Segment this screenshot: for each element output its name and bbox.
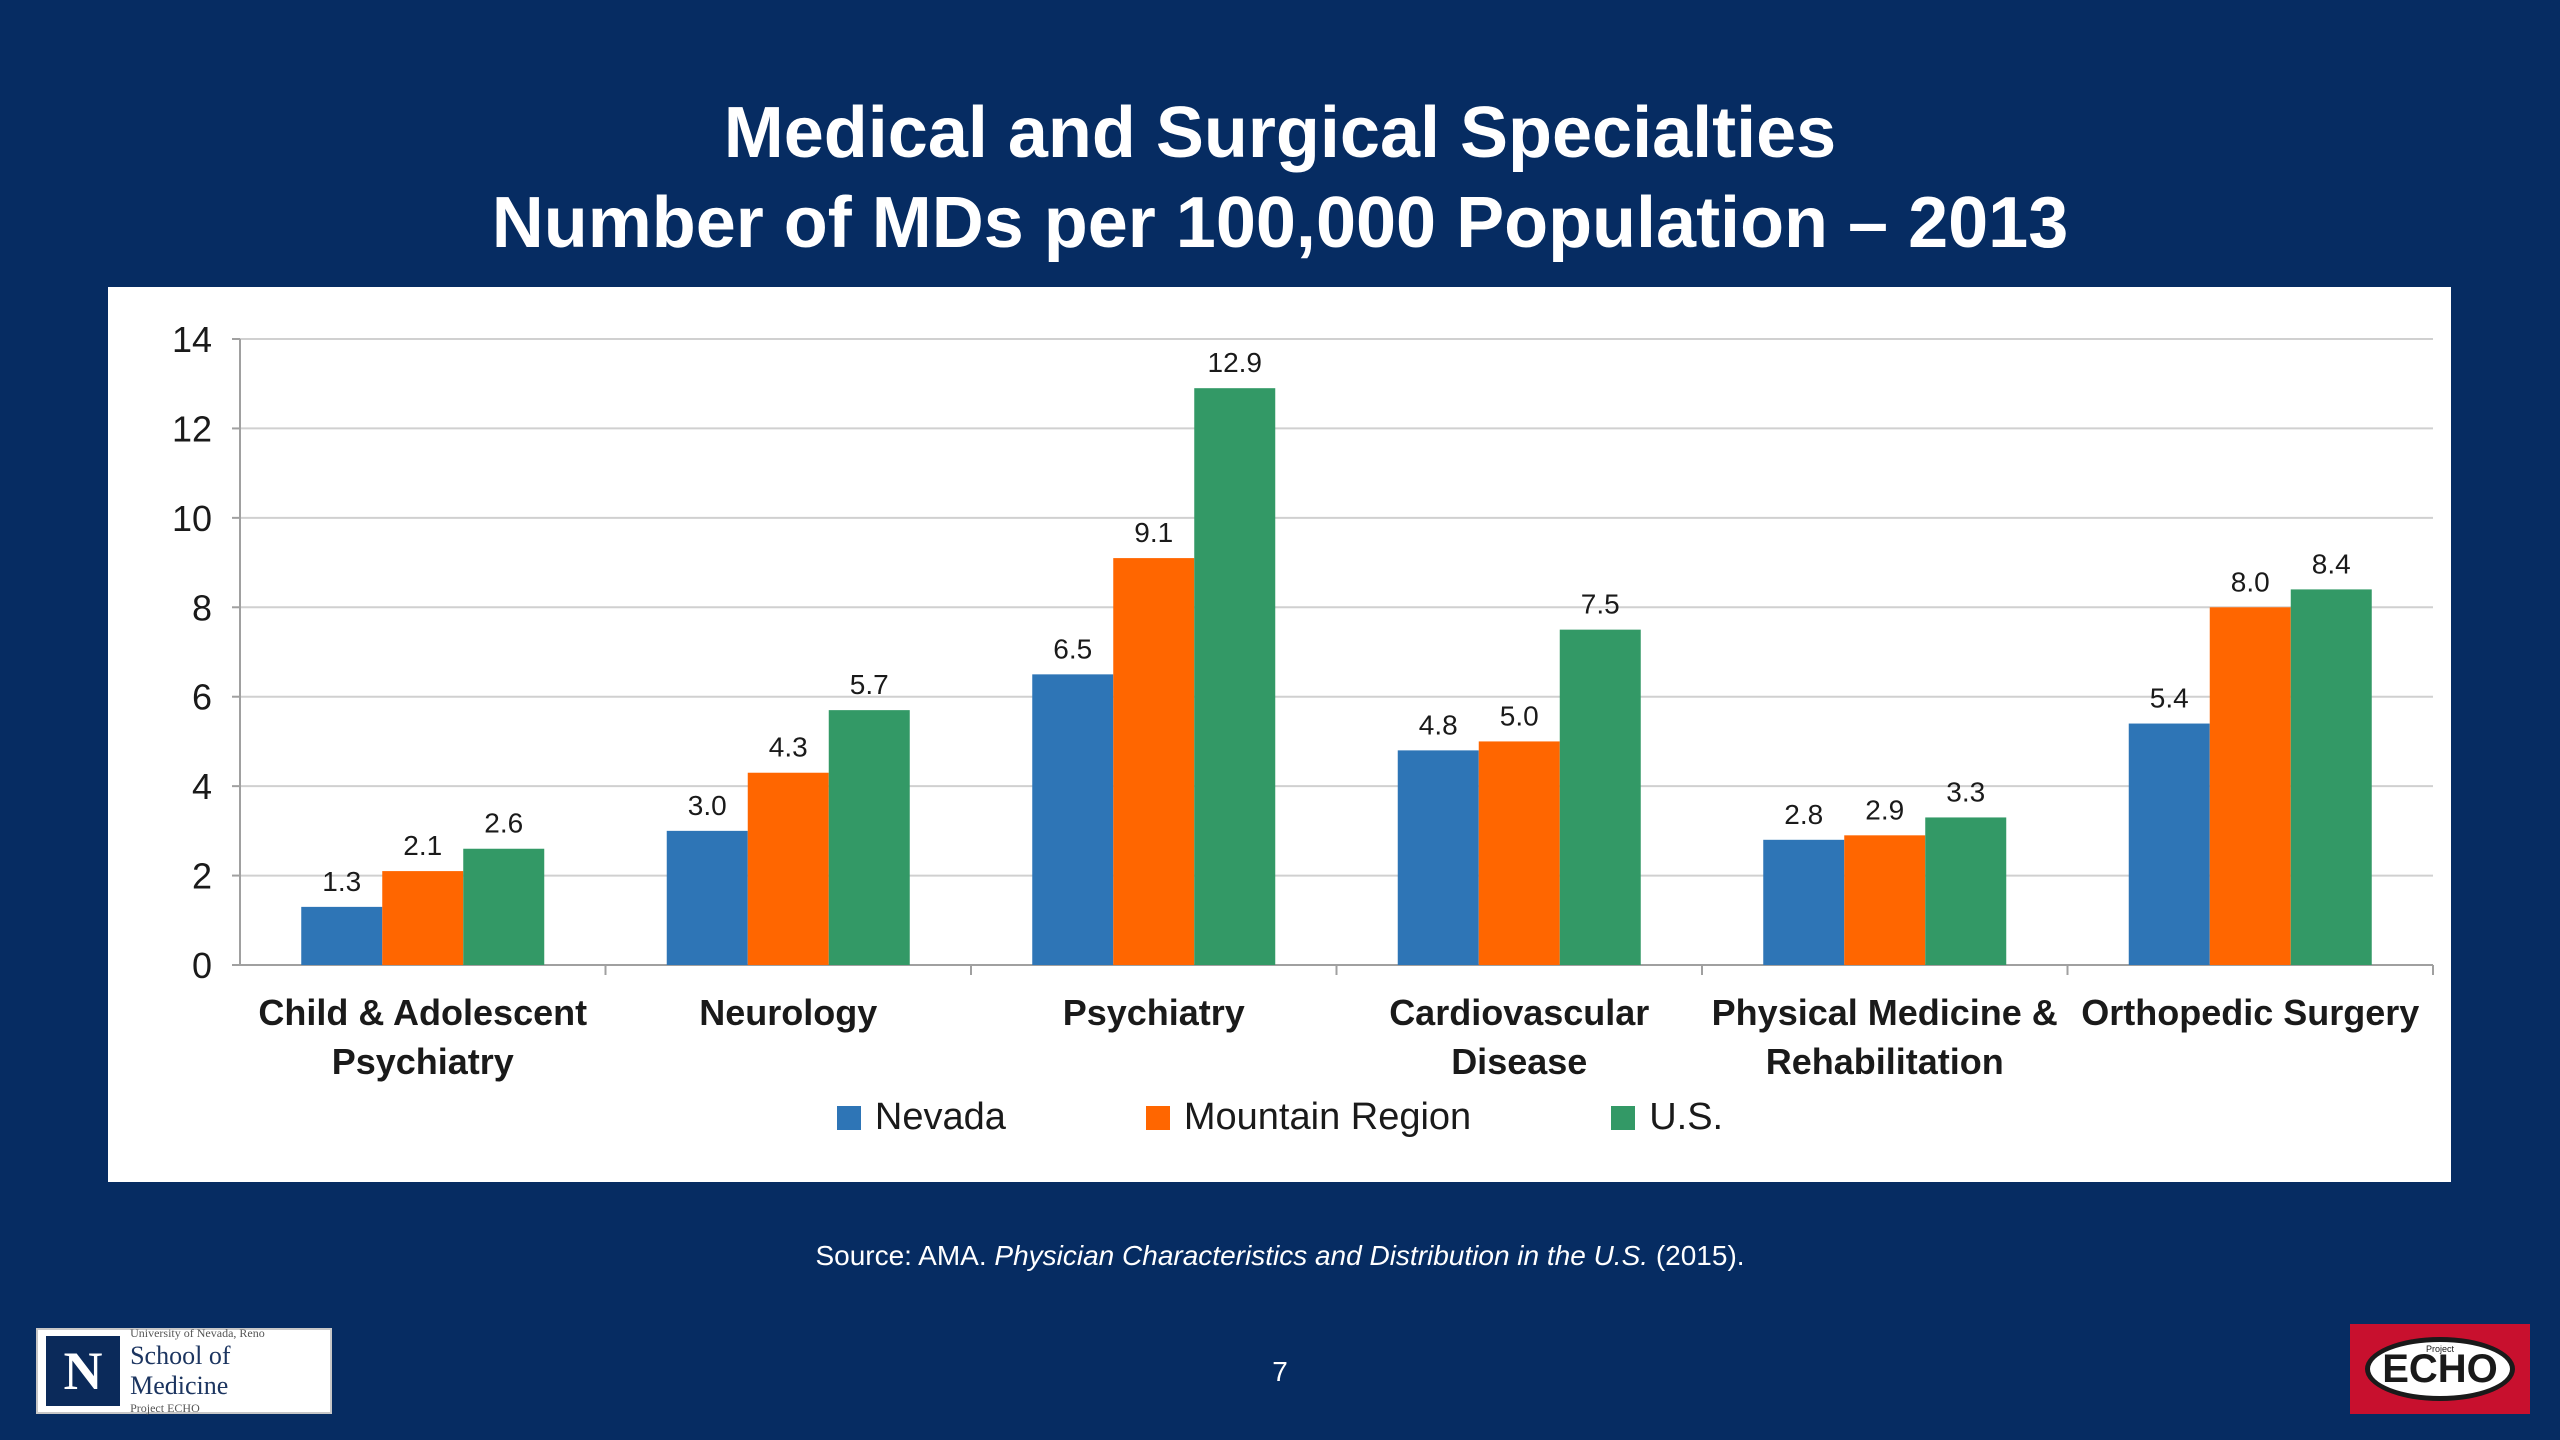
data-label-1-2: 9.1 — [1134, 517, 1173, 548]
data-label-0-1: 3.0 — [688, 790, 727, 821]
category-label-3-0: Cardiovascular — [1389, 992, 1649, 1033]
data-label-2-3: 7.5 — [1581, 589, 1620, 620]
data-label-1-0: 2.1 — [403, 830, 442, 861]
bar-nevada-3 — [1397, 750, 1479, 965]
data-label-0-3: 4.8 — [1419, 709, 1458, 740]
y-tick-label-4: 4 — [192, 766, 212, 807]
bar-u-s--2 — [1194, 388, 1276, 965]
data-label-0-5: 5.4 — [2150, 683, 2189, 714]
bar-mountain-region-2 — [1113, 558, 1195, 965]
data-label-2-4: 3.3 — [1946, 776, 1985, 807]
bar-nevada-5 — [2128, 723, 2210, 965]
legend-swatch-0 — [836, 1105, 861, 1130]
bar-mountain-region-4 — [1844, 835, 1926, 965]
title-line-1: Medical and Surgical Specialties — [723, 93, 1837, 173]
bar-nevada-1 — [666, 830, 748, 965]
chart-legend: Nevada Mountain Region U.S. — [0, 1096, 2560, 1139]
source-note: Source: AMA. Physician Characteristics a… — [0, 1240, 2560, 1272]
title-line-2: Number of MDs per 100,000 Population – 2… — [491, 183, 2069, 263]
data-label-0-4: 2.8 — [1784, 799, 1823, 830]
source-title: Physician Characteristics and Distributi… — [994, 1240, 1649, 1271]
category-label-4-0: Physical Medicine & — [1712, 992, 2058, 1033]
legend-label-0: Nevada — [874, 1096, 1006, 1138]
bar-u-s--5 — [2290, 589, 2372, 965]
bar-nevada-4 — [1763, 839, 1845, 965]
y-tick-label-6: 6 — [192, 677, 212, 718]
bar-mountain-region-1 — [747, 772, 829, 965]
bar-u-s--3 — [1559, 629, 1641, 965]
data-label-2-1: 5.7 — [850, 669, 889, 700]
project-echo-logo: Project ECHO — [2350, 1324, 2530, 1414]
bar-u-s--1 — [828, 710, 910, 965]
category-label-3-1: Disease — [1451, 1041, 1587, 1082]
chart-panel: 0 2 4 6 8 10 12 14 1.3 2.1 2.6 Child & Adolescent Ps… — [108, 287, 2451, 1182]
bar-chart: 0 2 4 6 8 10 12 14 1.3 2.1 2.6 Child & Adolescent Ps… — [172, 319, 2434, 1082]
category-label-0-0: Child & Adolescent — [258, 992, 587, 1033]
unr-n-mark: N — [46, 1336, 121, 1406]
bar-u-s--0 — [463, 848, 545, 965]
legend-label-1: Mountain Region — [1183, 1096, 1472, 1138]
bar-mountain-region-0 — [382, 871, 464, 965]
data-label-1-5: 8.0 — [2231, 566, 2270, 597]
data-label-1-4: 2.9 — [1865, 794, 1904, 825]
echo-text: ECHO — [2382, 1346, 2498, 1391]
category-label-4-1: Rehabilitation — [1766, 1041, 2004, 1082]
data-label-1-1: 4.3 — [769, 732, 808, 763]
category-label-2-0: Psychiatry — [1063, 992, 1245, 1033]
y-tick-label-2: 2 — [192, 856, 212, 897]
legend-label-2: U.S. — [1649, 1096, 1724, 1138]
slide-title: Medical and Surgical Specialties Number … — [0, 88, 2560, 268]
bar-nevada-2 — [1032, 674, 1114, 965]
legend-item-0: Nevada — [836, 1096, 1006, 1139]
logo-project-echo-text: Project ECHO — [130, 1401, 200, 1415]
category-label-1-0: Neurology — [699, 992, 877, 1033]
source-prefix: Source: AMA. — [815, 1240, 995, 1271]
y-tick-label-14: 14 — [172, 319, 212, 360]
legend-swatch-1 — [1145, 1105, 1170, 1130]
y-tick-label-12: 12 — [172, 408, 212, 449]
data-label-1-3: 5.0 — [1500, 700, 1539, 731]
data-label-0-0: 1.3 — [322, 866, 361, 897]
y-tick-label-10: 10 — [172, 498, 212, 539]
data-label-2-0: 2.6 — [484, 808, 523, 839]
bar-mountain-region-3 — [1478, 741, 1560, 965]
legend-item-1: Mountain Region — [1145, 1096, 1472, 1139]
logo-school-text: School of Medicine — [130, 1341, 231, 1400]
data-label-2-5: 8.4 — [2312, 548, 2351, 579]
y-tick-label-0: 0 — [192, 945, 212, 986]
category-label-0-1: Psychiatry — [332, 1041, 514, 1082]
y-tick-label-8: 8 — [192, 587, 212, 628]
unr-school-of-medicine-logo: N University of Nevada, Reno School of M… — [36, 1326, 332, 1415]
category-label-5-0: Orthopedic Surgery — [2081, 992, 2419, 1033]
bar-u-s--4 — [1925, 817, 2007, 965]
source-suffix: (2015). — [1648, 1240, 1745, 1271]
data-label-2-2: 12.9 — [1208, 347, 1263, 378]
legend-item-2: U.S. — [1611, 1096, 1723, 1139]
bar-mountain-region-5 — [2209, 607, 2291, 965]
legend-swatch-2 — [1611, 1105, 1636, 1130]
bar-nevada-0 — [301, 906, 383, 965]
logo-university-text: University of Nevada, Reno — [130, 1326, 265, 1340]
echo-project-text: Project — [2425, 1344, 2454, 1354]
page-number: 7 — [1272, 1356, 1288, 1387]
data-label-0-2: 6.5 — [1053, 633, 1092, 664]
